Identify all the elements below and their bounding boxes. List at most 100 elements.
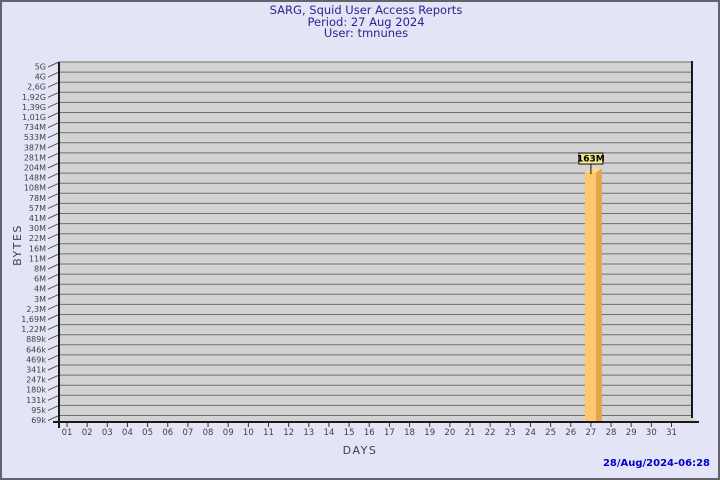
y-tick — [47, 253, 60, 260]
bar-value-label: 163M — [577, 155, 605, 165]
x-tick-label: 07 — [182, 428, 193, 438]
bar-value-box — [578, 152, 604, 165]
y-tick — [47, 283, 60, 290]
x-axis-title: DAYS — [342, 444, 378, 457]
y-tick — [47, 314, 60, 320]
x-tick-label: 09 — [223, 428, 234, 438]
y-tick — [47, 303, 60, 310]
y-tick — [47, 334, 60, 341]
x-tick-label: 28 — [606, 428, 617, 438]
y-tick-label: 4G — [35, 73, 46, 82]
x-tick-label: 11 — [263, 428, 274, 438]
y-tick — [47, 81, 60, 88]
y-tick — [47, 172, 60, 179]
chart-user: User: tmnunes — [323, 26, 409, 40]
x-tick-label: 29 — [626, 428, 637, 438]
y-tick-label: 1,92G — [22, 93, 46, 102]
y-tick-label: 341k — [26, 366, 46, 375]
x-tick-label: 24 — [525, 428, 536, 438]
x-tick-label: 25 — [545, 428, 556, 438]
y-tick — [47, 112, 60, 118]
x-tick-label: 14 — [324, 428, 335, 438]
y-tick — [47, 394, 60, 401]
y-tick-label: 734M — [24, 123, 46, 132]
y-tick — [47, 91, 60, 98]
y-tick-label: 1,22M — [21, 325, 46, 334]
x-tick-label: 27 — [585, 428, 596, 438]
y-tick-label: 2,3M — [26, 305, 46, 314]
y-tick-label: 1,39G — [22, 103, 46, 112]
x-tick-label: 05 — [142, 428, 153, 438]
x-tick-label: 08 — [203, 428, 214, 438]
x-tick-label: 22 — [485, 428, 496, 438]
x-tick-label: 30 — [646, 428, 657, 438]
y-tick — [47, 415, 60, 421]
y-tick — [47, 61, 60, 68]
x-tick-label: 13 — [303, 428, 314, 438]
y-tick — [47, 132, 60, 139]
y-tick-label: 57M — [29, 204, 46, 213]
x-tick-label: 20 — [444, 428, 455, 438]
y-tick — [47, 374, 60, 381]
x-tick-label: 10 — [243, 428, 254, 438]
bar-side — [595, 168, 602, 421]
y-tick-label: 646k — [26, 345, 46, 354]
y-tick — [47, 122, 60, 129]
y-tick-label: 8M — [34, 265, 46, 274]
y-tick-label: 2,6G — [27, 83, 46, 92]
x-tick-label: 12 — [283, 428, 294, 438]
x-tick-label: 23 — [505, 428, 516, 438]
y-tick-label: 180k — [26, 386, 46, 395]
y-tick — [47, 152, 60, 159]
y-tick — [47, 101, 60, 108]
y-tick — [47, 202, 60, 209]
y-tick — [47, 273, 60, 280]
x-tick-label: 17 — [384, 428, 395, 438]
x-tick-label: 01 — [62, 428, 73, 438]
generated-timestamp: 28/Aug/2024-06:28 — [602, 458, 710, 469]
y-tick-label: 95k — [31, 406, 46, 415]
y-tick — [47, 263, 60, 270]
y-tick — [47, 324, 60, 331]
x-tick-label: 21 — [465, 428, 476, 438]
y-tick — [47, 213, 60, 219]
y-tick-label: 69k — [31, 416, 46, 425]
x-tick-label: 19 — [424, 428, 435, 438]
y-tick-label: 4M — [34, 285, 46, 294]
y-tick-label: 387M — [24, 143, 46, 152]
y-tick-label: 131k — [26, 396, 46, 405]
y-tick — [47, 162, 60, 169]
y-tick-label: 30M — [29, 224, 46, 233]
y-tick-label: 148M — [24, 174, 46, 183]
y-tick-label: 469k — [26, 355, 46, 364]
y-tick — [47, 142, 60, 149]
y-tick-label: 1,69M — [21, 315, 46, 324]
y-tick — [47, 233, 60, 240]
y-tick — [47, 223, 60, 230]
y-tick-label: 108M — [24, 184, 46, 193]
x-tick-label: 02 — [82, 428, 93, 438]
chart-period: Period: 27 Aug 2024 — [307, 14, 425, 29]
y-tick-label: 889k — [26, 335, 46, 344]
bar-top — [584, 168, 602, 174]
x-tick-label: 16 — [364, 428, 375, 438]
y-tick — [47, 384, 60, 391]
x-tick-label: 15 — [344, 428, 355, 438]
x-tick-label: 03 — [102, 428, 113, 438]
y-axis-title: BYTES — [11, 224, 24, 266]
y-tick — [47, 354, 60, 361]
y-tick — [47, 293, 60, 300]
y-tick-label: 11M — [29, 254, 46, 263]
y-tick-label: 1,01G — [22, 113, 46, 122]
y-tick-label: 78M — [29, 194, 46, 203]
y-tick-label: 5G — [35, 63, 46, 72]
y-tick-label: 16M — [29, 244, 46, 253]
x-tick-label: 04 — [122, 428, 133, 438]
x-tick-label: 26 — [565, 428, 576, 438]
x-tick-label: 31 — [666, 428, 677, 438]
y-tick — [47, 182, 60, 189]
x-tick-label: 18 — [404, 428, 415, 438]
y-tick-label: 22M — [29, 234, 46, 243]
y-tick — [47, 404, 60, 411]
